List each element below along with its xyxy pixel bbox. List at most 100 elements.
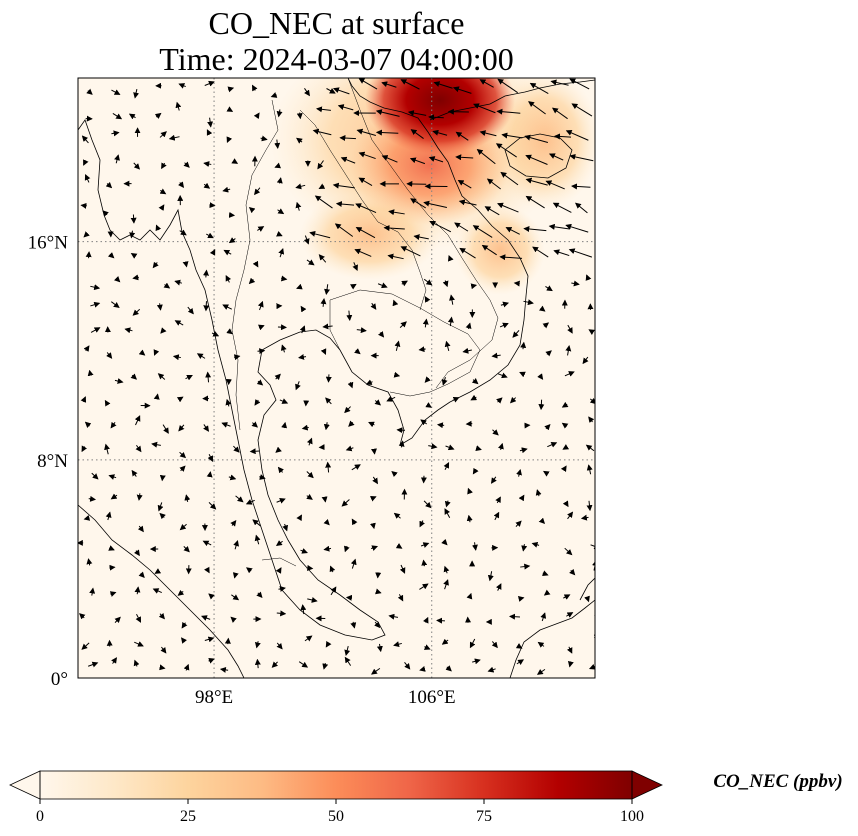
- wind-arrow: [537, 373, 544, 380]
- wind-arrow: [574, 202, 588, 214]
- wind-arrow: [585, 274, 592, 281]
- colorbar-tick-label: 100: [620, 808, 644, 825]
- wind-arrow: [358, 151, 376, 160]
- wind-arrow: [208, 593, 215, 600]
- wind-arrow: [470, 283, 478, 290]
- wind-arrow: [114, 616, 121, 624]
- wind-arrow: [154, 112, 162, 119]
- wind-arrow: [484, 206, 500, 216]
- wind-arrow: [298, 354, 307, 360]
- wind-arrow: [383, 225, 405, 232]
- wind-arrow: [315, 106, 331, 113]
- wind-arrow: [226, 328, 233, 335]
- wind-arrow: [455, 154, 474, 161]
- wind-arrow: [157, 502, 164, 512]
- wind-arrow: [424, 376, 431, 383]
- wind-arrow: [83, 515, 91, 521]
- wind-arrow: [498, 442, 504, 450]
- wind-arrow: [277, 466, 284, 474]
- wind-arrow: [467, 487, 473, 495]
- wind-arrow: [381, 81, 397, 88]
- wind-arrow: [422, 318, 429, 328]
- wind-arrow: [355, 203, 377, 214]
- wind-arrow: [565, 223, 589, 233]
- wind-arrow: [226, 106, 234, 112]
- wind-arrow: [246, 567, 253, 574]
- wind-arrow: [251, 421, 258, 428]
- wind-arrow: [547, 441, 558, 448]
- wind-arrow: [224, 637, 231, 645]
- wind-arrow: [550, 79, 569, 86]
- wind-arrow: [306, 437, 313, 446]
- wind-arrow: [523, 226, 547, 232]
- wind-arrow: [204, 80, 215, 87]
- wind-arrow: [386, 396, 396, 402]
- wind-arrow: [211, 331, 220, 337]
- coastline-gulf-of-thailand: [299, 295, 527, 446]
- wind-arrow: [374, 621, 381, 629]
- wind-arrow: [545, 180, 565, 190]
- wind-arrow: [306, 259, 315, 266]
- wind-arrow: [256, 379, 264, 386]
- wind-arrow: [83, 231, 90, 238]
- wind-arrow: [471, 542, 478, 551]
- wind-arrow: [452, 86, 472, 94]
- wind-arrow: [339, 135, 356, 142]
- wind-arrow: [469, 638, 476, 649]
- wind-arrow: [104, 399, 111, 407]
- wind-arrow: [444, 500, 451, 508]
- wind-arrow: [393, 641, 402, 648]
- wind-arrow: [422, 616, 429, 624]
- wind-arrow: [87, 369, 94, 377]
- wind-arrow: [497, 78, 518, 94]
- wind-arrow: [409, 157, 426, 165]
- wind-arrow: [248, 277, 256, 285]
- wind-arrow: [133, 162, 141, 170]
- wind-arrow: [345, 445, 354, 452]
- wind-arrow: [154, 568, 162, 574]
- wind-arrow: [203, 269, 209, 278]
- wind-arrow: [320, 298, 327, 307]
- border-malaysia-thailand: [261, 557, 297, 567]
- wind-arrow: [348, 420, 355, 427]
- wind-arrow: [275, 540, 283, 547]
- wind-arrow: [109, 591, 117, 597]
- wind-arrow: [281, 421, 288, 429]
- wind-arrow: [296, 137, 303, 144]
- wind-arrow: [459, 247, 476, 259]
- wind-arrow: [107, 252, 115, 259]
- wind-arrow: [433, 81, 453, 89]
- plume-northeast: [490, 78, 595, 210]
- wind-arrow: [81, 445, 88, 453]
- wind-arrow: [381, 155, 398, 163]
- wind-arrow: [369, 522, 376, 530]
- wind-arrow: [136, 493, 143, 501]
- wind-arrow: [421, 559, 428, 567]
- wind-arrow: [183, 545, 190, 553]
- wind-arrow: [208, 657, 215, 664]
- wind-arrow: [407, 110, 427, 116]
- wind-arrow: [449, 294, 455, 305]
- wind-arrow: [84, 421, 92, 428]
- map-title-line2: Time: 2024-03-07 04:00:00: [159, 41, 514, 77]
- wind-arrow: [332, 182, 355, 189]
- wind-arrow: [525, 154, 548, 165]
- wind-arrow: [271, 661, 278, 668]
- wind-arrow: [131, 469, 138, 477]
- wind-arrow: [377, 282, 388, 289]
- wind-arrow: [179, 523, 187, 531]
- wind-arrow: [79, 613, 86, 620]
- colorbar-tick-label: 25: [180, 808, 196, 825]
- wind-arrow: [329, 565, 336, 573]
- wind-arrow: [233, 540, 239, 550]
- wind-arrow: [258, 324, 265, 331]
- wind-arrow: [80, 396, 87, 403]
- wind-arrow: [106, 352, 113, 359]
- wind-arrow: [296, 283, 303, 290]
- wind-arrow: [413, 234, 429, 241]
- wind-arrow: [545, 350, 552, 357]
- wind-arrow: [128, 113, 136, 120]
- wind-arrow: [112, 112, 123, 120]
- wind-arrow: [225, 275, 232, 283]
- colorbar-tick-label: 0: [36, 808, 44, 825]
